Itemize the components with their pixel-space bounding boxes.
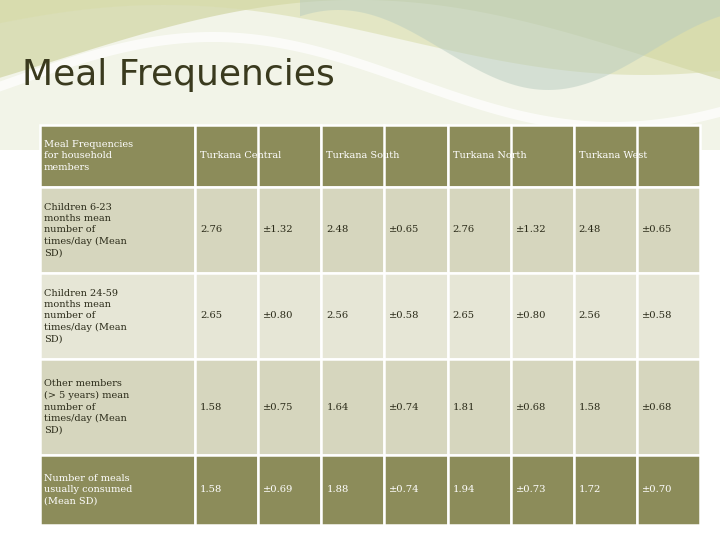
Bar <box>574 359 637 455</box>
Text: Meal Frequencies
for household
members: Meal Frequencies for household members <box>44 140 133 172</box>
Bar <box>448 125 574 187</box>
Bar <box>195 359 258 455</box>
Text: ±0.58: ±0.58 <box>390 312 420 321</box>
Bar <box>40 187 195 273</box>
Bar <box>258 455 321 525</box>
Bar <box>40 273 195 359</box>
Bar <box>258 359 321 455</box>
Text: ±0.65: ±0.65 <box>642 226 672 234</box>
Bar <box>448 273 510 359</box>
Text: 1.94: 1.94 <box>453 485 475 495</box>
Polygon shape <box>0 0 720 79</box>
Bar <box>510 273 574 359</box>
Text: ±0.74: ±0.74 <box>390 402 420 411</box>
Bar <box>0 0 720 150</box>
Bar <box>448 359 510 455</box>
Polygon shape <box>0 32 720 132</box>
Text: ±0.73: ±0.73 <box>516 485 546 495</box>
Text: ±0.58: ±0.58 <box>642 312 672 321</box>
Bar <box>195 125 321 187</box>
Text: ±0.68: ±0.68 <box>642 402 672 411</box>
Text: ±0.75: ±0.75 <box>264 402 294 411</box>
Bar <box>40 125 195 187</box>
Text: ±0.68: ±0.68 <box>516 402 546 411</box>
Text: Children 6-23
months mean
number of
times/day (Mean
SD): Children 6-23 months mean number of time… <box>44 202 127 258</box>
Text: 1.58: 1.58 <box>579 402 601 411</box>
Text: Turkana South: Turkana South <box>326 152 400 160</box>
Polygon shape <box>300 0 720 90</box>
Bar <box>40 455 195 525</box>
Text: 1.58: 1.58 <box>200 485 222 495</box>
Text: ±0.80: ±0.80 <box>516 312 546 321</box>
Text: 1.88: 1.88 <box>326 485 348 495</box>
Text: 2.48: 2.48 <box>326 226 348 234</box>
Bar <box>384 359 448 455</box>
Bar <box>574 125 700 187</box>
Text: Turkana West: Turkana West <box>579 152 647 160</box>
Text: Meal Frequencies: Meal Frequencies <box>22 58 335 92</box>
Text: ±0.69: ±0.69 <box>264 485 294 495</box>
Bar <box>448 187 510 273</box>
Bar <box>384 273 448 359</box>
Bar <box>195 273 258 359</box>
Bar <box>384 187 448 273</box>
Text: ±0.80: ±0.80 <box>264 312 294 321</box>
Bar <box>574 187 637 273</box>
Text: Number of meals
usually consumed
(Mean SD): Number of meals usually consumed (Mean S… <box>44 474 132 506</box>
Bar <box>195 455 258 525</box>
Text: ±0.74: ±0.74 <box>390 485 420 495</box>
Text: 1.81: 1.81 <box>453 402 475 411</box>
Bar <box>637 273 700 359</box>
Bar <box>637 455 700 525</box>
Text: Other members
(> 5 years) mean
number of
times/day (Mean
SD): Other members (> 5 years) mean number of… <box>44 380 130 435</box>
Bar <box>258 187 321 273</box>
Bar <box>637 187 700 273</box>
Bar <box>448 455 510 525</box>
Bar <box>510 187 574 273</box>
Bar <box>321 455 384 525</box>
Text: ±0.65: ±0.65 <box>390 226 420 234</box>
Bar <box>258 273 321 359</box>
Text: 2.76: 2.76 <box>200 226 222 234</box>
Bar <box>637 359 700 455</box>
Text: ±1.32: ±1.32 <box>516 226 546 234</box>
Bar <box>195 187 258 273</box>
Bar <box>40 359 195 455</box>
Bar <box>321 359 384 455</box>
Text: 2.56: 2.56 <box>579 312 601 321</box>
Bar <box>574 455 637 525</box>
Text: 1.64: 1.64 <box>326 402 348 411</box>
Text: 2.76: 2.76 <box>453 226 474 234</box>
Text: ±0.70: ±0.70 <box>642 485 672 495</box>
Text: 2.48: 2.48 <box>579 226 601 234</box>
Bar <box>321 273 384 359</box>
Text: 2.65: 2.65 <box>453 312 474 321</box>
Bar <box>321 125 448 187</box>
Text: 1.72: 1.72 <box>579 485 601 495</box>
Text: ±1.32: ±1.32 <box>264 226 294 234</box>
Text: 2.56: 2.56 <box>326 312 348 321</box>
Bar <box>384 455 448 525</box>
Text: 2.65: 2.65 <box>200 312 222 321</box>
Text: Children 24-59
months mean
number of
times/day (Mean
SD): Children 24-59 months mean number of tim… <box>44 288 127 343</box>
Bar <box>510 359 574 455</box>
Polygon shape <box>0 0 720 75</box>
Bar <box>321 187 384 273</box>
Text: 1.58: 1.58 <box>200 402 222 411</box>
Text: Turkana North: Turkana North <box>453 152 526 160</box>
Bar <box>510 455 574 525</box>
Bar <box>574 273 637 359</box>
Text: Turkana Central: Turkana Central <box>200 152 282 160</box>
